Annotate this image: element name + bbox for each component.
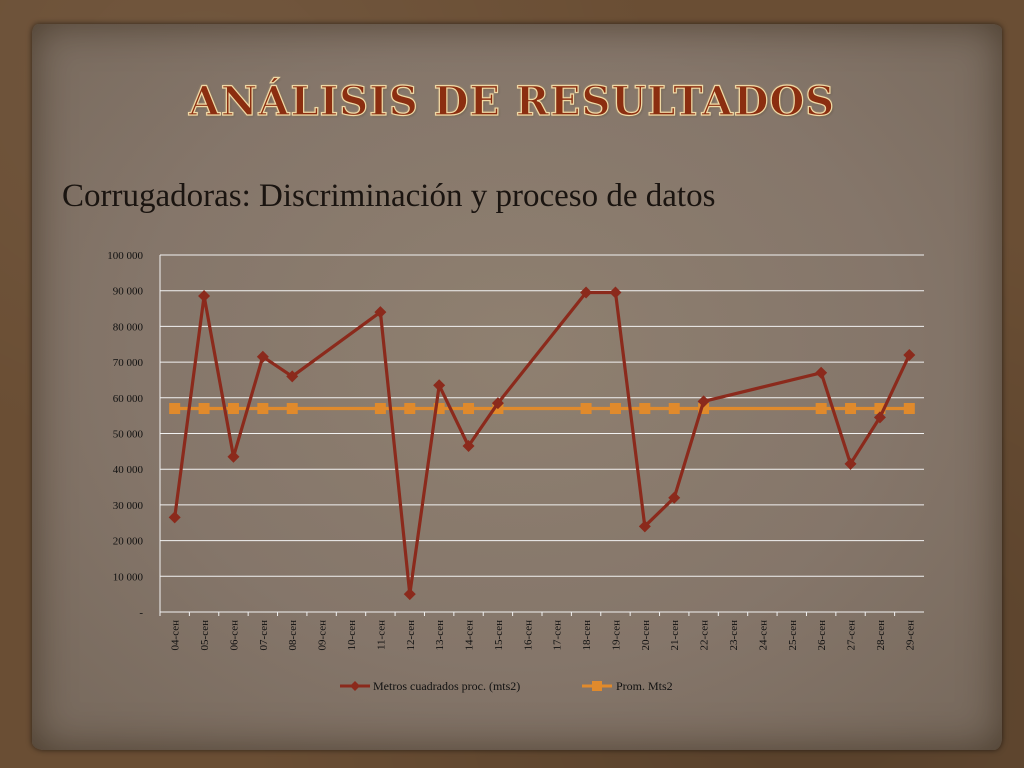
x-tick-label: 26-сен <box>816 620 828 651</box>
x-tick-label: 16-сен <box>522 620 534 651</box>
data-point <box>433 403 445 415</box>
data-point <box>433 379 446 392</box>
data-point <box>256 350 269 363</box>
x-tick-label: 23-сен <box>728 620 740 651</box>
data-point <box>903 403 915 415</box>
x-tick-label: 27-сен <box>846 620 858 651</box>
data-point <box>668 403 680 415</box>
x-tick-label: 24-сен <box>757 620 769 651</box>
data-point <box>462 439 475 452</box>
x-tick-label: 18-сен <box>581 620 593 651</box>
x-tick-label: 19-сен <box>610 620 622 651</box>
x-tick-label: 20-сен <box>640 620 652 651</box>
data-point <box>198 290 211 303</box>
data-point <box>874 403 886 415</box>
x-tick-label: 11-сен <box>375 620 387 650</box>
slide-title: ANÁLISIS DE RESULTADOS <box>188 77 836 125</box>
legend-label-main: Metros cuadrados proc. (mts2) <box>373 679 520 693</box>
data-point <box>227 403 239 415</box>
data-point <box>903 348 916 361</box>
legend-marker-main <box>350 681 360 691</box>
series-metros-cuadrados <box>168 286 916 601</box>
y-tick-label: 60 000 <box>113 393 144 405</box>
data-point <box>404 403 416 415</box>
y-tick-label: - <box>139 607 143 619</box>
data-point <box>609 403 621 415</box>
data-point <box>257 403 269 415</box>
chart-legend: Metros cuadrados proc. (mts2) Prom. Mts2 <box>340 679 673 693</box>
x-tick-label: 09-сен <box>317 620 329 651</box>
y-tick-label: 10 000 <box>113 571 144 583</box>
x-tick-label: 21-сен <box>669 620 681 651</box>
paper-panel <box>32 24 1002 750</box>
data-point <box>815 366 828 379</box>
x-tick-label: 17-сен <box>552 620 564 651</box>
data-point <box>374 403 386 415</box>
y-tick-label: 70 000 <box>113 357 144 369</box>
x-tick-label: 22-сен <box>699 620 711 651</box>
x-axis-ticks: 04-сен 05-сен 06-сен 07-сен 08-сен 09-сен 10-с… <box>159 612 916 651</box>
y-tick-label: 90 000 <box>113 286 144 298</box>
y-tick-label: 100 000 <box>107 250 143 262</box>
x-tick-label: 28-сен <box>875 620 887 651</box>
y-tick-label: 20 000 <box>113 536 144 548</box>
data-point <box>168 511 181 524</box>
x-tick-label: 05-сен <box>199 620 211 651</box>
y-tick-label: 80 000 <box>113 321 144 333</box>
x-tick-label: 25-сен <box>787 620 799 651</box>
gridlines <box>159 254 924 613</box>
data-point <box>668 491 681 504</box>
series-line <box>173 290 911 596</box>
x-tick-label: 07-сен <box>258 620 270 651</box>
y-axis-ticks: - 10 000 20 000 30 000 40 000 50 000 60 000 70 … <box>107 250 143 619</box>
data-point <box>286 403 298 415</box>
y-tick-label: 40 000 <box>113 464 144 476</box>
x-tick-label: 12-сен <box>405 620 417 651</box>
data-point <box>580 286 593 299</box>
legend-marker-avg <box>592 681 602 691</box>
data-point <box>198 403 210 415</box>
data-point <box>609 286 622 299</box>
data-point <box>286 370 299 383</box>
data-point <box>169 403 181 415</box>
data-point <box>697 395 710 408</box>
x-tick-label: 13-сен <box>434 620 446 651</box>
x-tick-label: 14-сен <box>464 620 476 651</box>
data-point <box>815 403 827 415</box>
slide-subtitle: Corrugadoras: Discriminación y proceso d… <box>62 178 716 214</box>
data-point <box>844 457 857 470</box>
data-point <box>873 411 886 424</box>
data-point <box>639 403 651 415</box>
x-tick-label: 29-сен <box>904 620 916 651</box>
data-point <box>374 306 387 319</box>
x-tick-label: 10-сен <box>346 620 358 651</box>
x-tick-label: 15-сен <box>493 620 505 651</box>
x-tick-label: 04-сен <box>170 620 182 651</box>
y-tick-label: 50 000 <box>113 429 144 441</box>
data-point <box>580 403 592 415</box>
x-tick-label: 08-сен <box>287 620 299 651</box>
data-point <box>698 403 710 415</box>
y-tick-label: 30 000 <box>113 500 144 512</box>
x-tick-label: 06-сен <box>228 620 240 651</box>
data-point <box>491 397 504 410</box>
data-point <box>463 403 475 415</box>
data-point <box>845 403 857 415</box>
series-prom-mts2 <box>169 403 915 415</box>
legend-label-avg: Prom. Mts2 <box>616 679 673 693</box>
data-point <box>227 450 240 463</box>
data-point <box>403 588 416 601</box>
data-point <box>638 520 651 533</box>
